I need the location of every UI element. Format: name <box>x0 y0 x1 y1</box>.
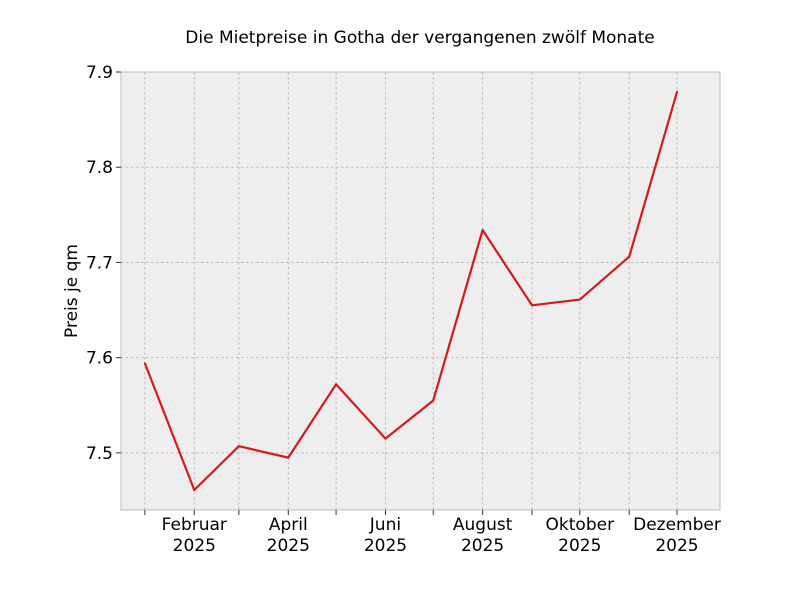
x-tick-label-month: August <box>453 515 513 535</box>
data-point <box>237 445 240 448</box>
y-tick-label: 7.8 <box>86 158 113 178</box>
data-point <box>530 304 534 307</box>
data-point <box>432 399 435 402</box>
y-axis-label: Preis je qm <box>62 244 82 338</box>
x-tick-label: Dezember 2025 <box>633 515 721 556</box>
x-tick-label: Februar 2025 <box>162 515 227 556</box>
data-point <box>193 488 196 492</box>
data-point <box>481 228 484 232</box>
chart-title: Die Mietpreise in Gotha der vergangenen … <box>185 28 654 48</box>
x-tick-label: August 2025 <box>453 515 513 556</box>
data-point <box>143 362 146 365</box>
x-tick-label-month: Februar <box>162 515 227 535</box>
data-point <box>287 456 290 459</box>
x-tick-label-year: 2025 <box>267 536 310 556</box>
x-tick-label-year: 2025 <box>558 536 601 556</box>
y-tick-label: 7.9 <box>86 63 113 83</box>
plot-area <box>121 72 720 510</box>
data-point <box>334 383 338 386</box>
x-tick-label-year: 2025 <box>364 536 407 556</box>
x-tick-label: Juni 2025 <box>364 515 407 556</box>
x-tick-label: Oktober 2025 <box>546 515 615 556</box>
data-point <box>628 255 631 258</box>
x-tick-label-year: 2025 <box>461 536 504 556</box>
x-tick-label-month: April <box>269 515 308 535</box>
data-point <box>675 90 679 94</box>
y-tick-label: 7.7 <box>86 253 113 273</box>
data-point <box>384 437 387 440</box>
plot-frame <box>120 71 721 511</box>
x-tick-label: April 2025 <box>267 515 310 556</box>
x-tick-label-month: Oktober <box>546 515 615 535</box>
x-tick-label-month: Juni <box>369 515 401 535</box>
data-point <box>578 298 581 301</box>
y-tick-label: 7.6 <box>86 349 113 369</box>
series-line <box>143 91 679 492</box>
x-tick-label-month: Dezember <box>633 515 721 535</box>
series-layer <box>143 90 679 492</box>
x-tick-label-year: 2025 <box>655 536 698 556</box>
x-tick-label-year: 2025 <box>173 536 216 556</box>
y-tick-label: 7.5 <box>86 444 113 464</box>
